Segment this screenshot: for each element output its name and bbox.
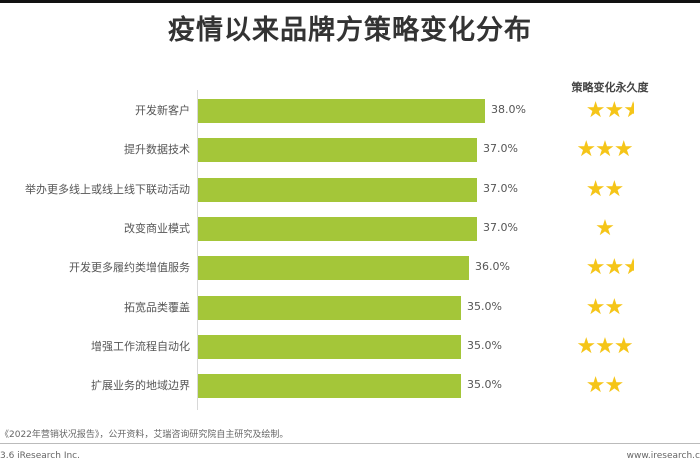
footer-copyright: 3.6 iResearch Inc. bbox=[0, 451, 80, 461]
bar-row: 提升数据技术 37.0% ★★★ bbox=[0, 136, 700, 164]
bar-row: 增强工作流程自动化 35.0% ★★★ bbox=[0, 333, 700, 361]
star-icon: ★★ bbox=[585, 176, 624, 202]
category-label: 扩展业务的地域边界 bbox=[91, 379, 190, 393]
star-icon: ★★ bbox=[585, 294, 624, 320]
value-label: 36.0% bbox=[475, 260, 510, 274]
top-border bbox=[0, 0, 700, 3]
bar bbox=[198, 295, 461, 320]
bar bbox=[198, 138, 477, 163]
permanence-stars: ★★ bbox=[560, 372, 660, 400]
bar bbox=[198, 256, 469, 281]
value-label: 35.0% bbox=[467, 299, 502, 313]
category-label: 开发更多履约类增值服务 bbox=[69, 261, 190, 275]
stars-column-header: 策略变化永久度 bbox=[571, 81, 649, 94]
permanence-stars: ★★★ bbox=[560, 97, 660, 125]
bar bbox=[198, 177, 477, 202]
star-icon: ★★ bbox=[585, 98, 624, 123]
permanence-stars: ★★ bbox=[560, 176, 660, 204]
half-star-icon: ★ bbox=[623, 98, 635, 123]
y-axis-line bbox=[197, 90, 198, 410]
category-label: 提升数据技术 bbox=[124, 143, 190, 157]
category-label: 拓宽品类覆盖 bbox=[124, 300, 190, 314]
half-star-icon: ★ bbox=[623, 255, 635, 281]
category-label: 开发新客户 bbox=[135, 104, 190, 117]
bar-row: 扩展业务的地域边界 35.0% ★★ bbox=[0, 372, 700, 400]
source-note: 《2022年营销状况报告》，公开资料，艾瑞咨询研究院自主研究及绘制。 bbox=[0, 430, 289, 440]
category-label: 增强工作流程自动化 bbox=[91, 339, 190, 353]
star-icon: ★ bbox=[595, 215, 615, 241]
value-label: 37.0% bbox=[483, 142, 518, 156]
star-icon: ★★ bbox=[585, 373, 624, 399]
bar bbox=[198, 334, 461, 359]
value-label: 35.0% bbox=[467, 338, 502, 352]
permanence-stars: ★★★ bbox=[560, 136, 660, 164]
category-label: 改变商业模式 bbox=[124, 221, 190, 235]
bar bbox=[198, 99, 485, 123]
bar bbox=[198, 216, 477, 241]
bar-row: 开发新客户 38.0% ★★★ bbox=[0, 97, 700, 125]
permanence-stars: ★★★ bbox=[560, 254, 660, 282]
value-label: 37.0% bbox=[483, 220, 518, 234]
value-label: 38.0% bbox=[491, 103, 526, 116]
permanence-stars: ★★★ bbox=[560, 333, 660, 361]
bar bbox=[198, 374, 461, 399]
value-label: 35.0% bbox=[467, 378, 502, 392]
star-icon: ★★★ bbox=[576, 333, 633, 359]
bar-row: 开发更多履约类增值服务 36.0% ★★★ bbox=[0, 254, 700, 282]
category-label: 举办更多线上或线上线下联动活动 bbox=[25, 182, 190, 196]
footer-divider bbox=[0, 443, 700, 444]
chart-title: 疫情以来品牌方策略变化分布 bbox=[168, 15, 532, 46]
value-label: 37.0% bbox=[483, 181, 518, 195]
permanence-stars: ★★ bbox=[560, 294, 660, 322]
bar-row: 举办更多线上或线上线下联动活动 37.0% ★★ bbox=[0, 176, 700, 204]
bar-row: 改变商业模式 37.0% ★ bbox=[0, 215, 700, 243]
star-icon: ★★★ bbox=[576, 137, 633, 163]
footer-url: www.iresearch.c bbox=[626, 451, 700, 461]
permanence-stars: ★ bbox=[560, 215, 660, 243]
star-icon: ★★ bbox=[585, 255, 624, 281]
bar-row: 拓宽品类覆盖 35.0% ★★ bbox=[0, 294, 700, 322]
